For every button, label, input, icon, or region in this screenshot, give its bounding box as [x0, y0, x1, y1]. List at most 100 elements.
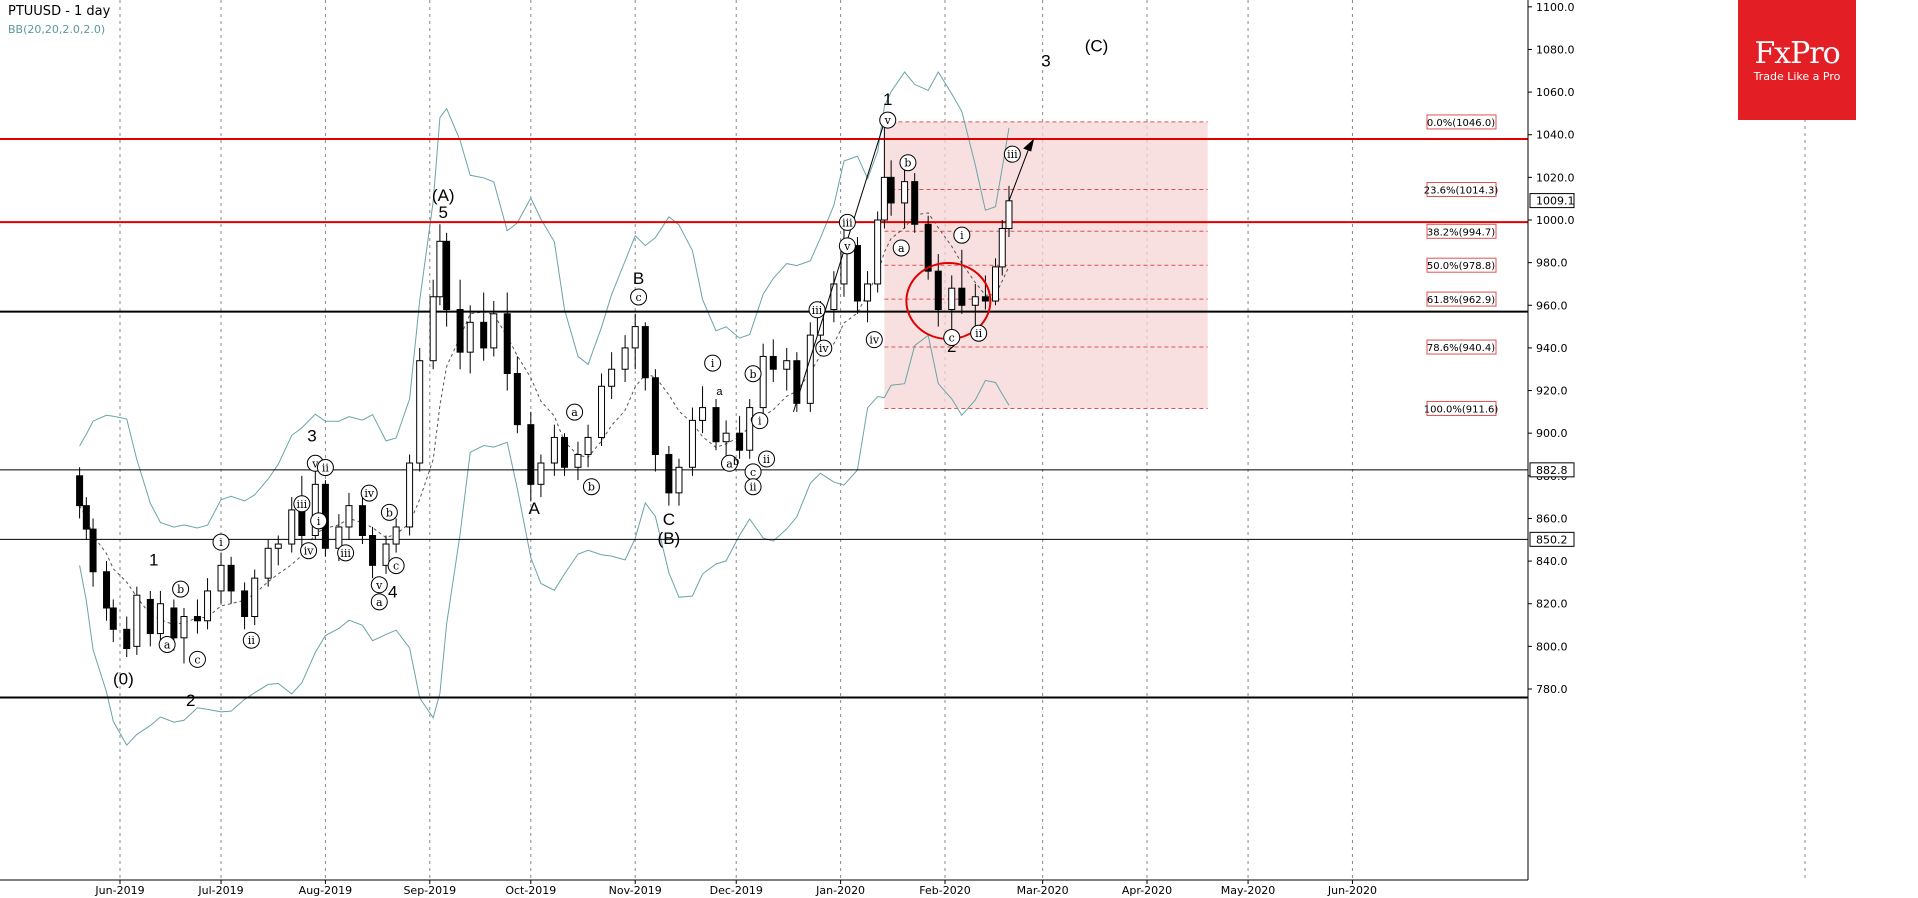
- wave-label-circle: [751, 412, 769, 430]
- y-tick-label: 1020.0: [1536, 171, 1575, 184]
- y-tick-label: 920.0: [1536, 385, 1568, 398]
- fib-label-box: [1426, 182, 1497, 198]
- y-tick-label: 1060.0: [1536, 86, 1575, 99]
- logo-tagline: Trade Like a Pro: [1753, 70, 1841, 83]
- fib-level-label: 61.8%(962.9): [1427, 295, 1495, 306]
- wave-label: i: [711, 357, 715, 370]
- candle-body: [806, 334, 814, 404]
- candle-body: [513, 372, 521, 426]
- candle-body: [598, 385, 606, 438]
- wave-label-circle: [838, 213, 856, 231]
- y-tick-label: 780.0: [1536, 683, 1568, 696]
- wave-label-circle: [212, 533, 230, 551]
- wave-label-circle: [744, 478, 762, 496]
- wave-label: ii: [750, 481, 758, 494]
- candle-body: [123, 628, 131, 649]
- indicator-label: BB(20,20,2.0,2.0): [8, 23, 106, 36]
- candle-body: [82, 505, 90, 530]
- candle-body: [503, 313, 511, 374]
- bollinger-lower-band: [79, 334, 1010, 747]
- wave-label-circle: [172, 580, 190, 598]
- fib-level-label: 23.6%(1014.3): [1424, 186, 1499, 197]
- wave-label: iv: [819, 342, 830, 355]
- wave-label: (0): [113, 670, 134, 689]
- wave-label: i: [758, 415, 762, 428]
- candle-body: [89, 528, 97, 573]
- wave-label: iv: [304, 545, 315, 558]
- candle-body: [170, 607, 178, 639]
- wave-label: c: [635, 291, 641, 304]
- wave-label-circle: [380, 503, 398, 521]
- wave-label: c: [949, 332, 955, 345]
- candle-body: [537, 462, 545, 485]
- x-tick-label: May-2020: [1221, 884, 1276, 897]
- wave-label-circle: [630, 288, 648, 306]
- candle-body: [874, 219, 882, 285]
- candle-body: [998, 228, 1006, 268]
- candle-body: [901, 181, 909, 204]
- candle-body: [109, 607, 117, 630]
- wave-label-circle: [370, 576, 388, 594]
- wave-label-circle: [158, 635, 176, 653]
- candle-body: [911, 181, 919, 225]
- wave-label: 1: [149, 550, 158, 569]
- x-tick-label: Jul-2019: [197, 884, 243, 897]
- y-tick-label: 1040.0: [1536, 129, 1575, 142]
- wave-label-circle: [188, 650, 206, 668]
- candle-body: [217, 564, 225, 592]
- candle-body: [264, 547, 272, 579]
- candle-body: [146, 598, 154, 635]
- wave-label-circle: [370, 593, 388, 611]
- candle-body: [180, 616, 188, 639]
- y-tick-label: 820.0: [1536, 598, 1568, 611]
- candle-body: [793, 360, 801, 404]
- wave-label-circle: [720, 454, 738, 472]
- x-tick-label: Sep-2019: [403, 884, 456, 897]
- candle-body: [981, 296, 989, 302]
- candle-body: [651, 377, 659, 455]
- candle-body: [880, 176, 888, 221]
- candle-body: [443, 240, 451, 311]
- wave-label: iii: [842, 216, 853, 229]
- candle-body: [345, 505, 353, 528]
- x-tick-label: Jan-2020: [815, 884, 865, 897]
- wave-label-circle: [943, 329, 961, 347]
- candle-body: [527, 424, 535, 485]
- wave-label: a: [898, 242, 905, 255]
- chart-title: PTUUSD - 1 day: [8, 4, 111, 19]
- wave-label: iv: [364, 487, 375, 500]
- candle-body: [675, 466, 683, 494]
- x-tick-label: Nov-2019: [609, 884, 662, 897]
- fib-level-label: 0.0%(1046.0): [1427, 118, 1495, 129]
- candle-body: [853, 245, 861, 302]
- x-tick-label: Jun-2020: [1327, 884, 1377, 897]
- candle-body: [241, 590, 249, 618]
- wave-label-circle: [892, 239, 910, 257]
- wave-label-circle: [879, 111, 897, 129]
- y-tick-label: 1100.0: [1536, 1, 1575, 14]
- wave-label: 3: [1041, 52, 1050, 71]
- wave-label: 2: [186, 691, 195, 710]
- wave-label: 1: [883, 90, 892, 109]
- wave-label: A: [529, 499, 541, 518]
- candle-body: [722, 432, 730, 443]
- candle-body: [274, 543, 282, 549]
- fib-level-label: 100.0%(911.6): [1424, 404, 1499, 415]
- fib-label-box: [1426, 114, 1497, 130]
- candle-body: [699, 407, 707, 421]
- candle-body: [608, 368, 616, 387]
- price-label: 1009.1: [1536, 195, 1575, 208]
- candle-body: [783, 360, 791, 370]
- wave-label: iii: [812, 304, 823, 317]
- wave-label-circle: [1003, 145, 1021, 163]
- x-tick-label: Mar-2020: [1017, 884, 1069, 897]
- fib-label-box: [1426, 291, 1497, 307]
- wave-label-circle: [582, 478, 600, 496]
- candle-body: [416, 360, 424, 464]
- fib-label-box: [1426, 223, 1497, 239]
- wave-label: a: [716, 386, 723, 398]
- price-label: 850.2: [1536, 533, 1568, 546]
- candle-body: [251, 577, 259, 618]
- plot-background: [0, 0, 1528, 880]
